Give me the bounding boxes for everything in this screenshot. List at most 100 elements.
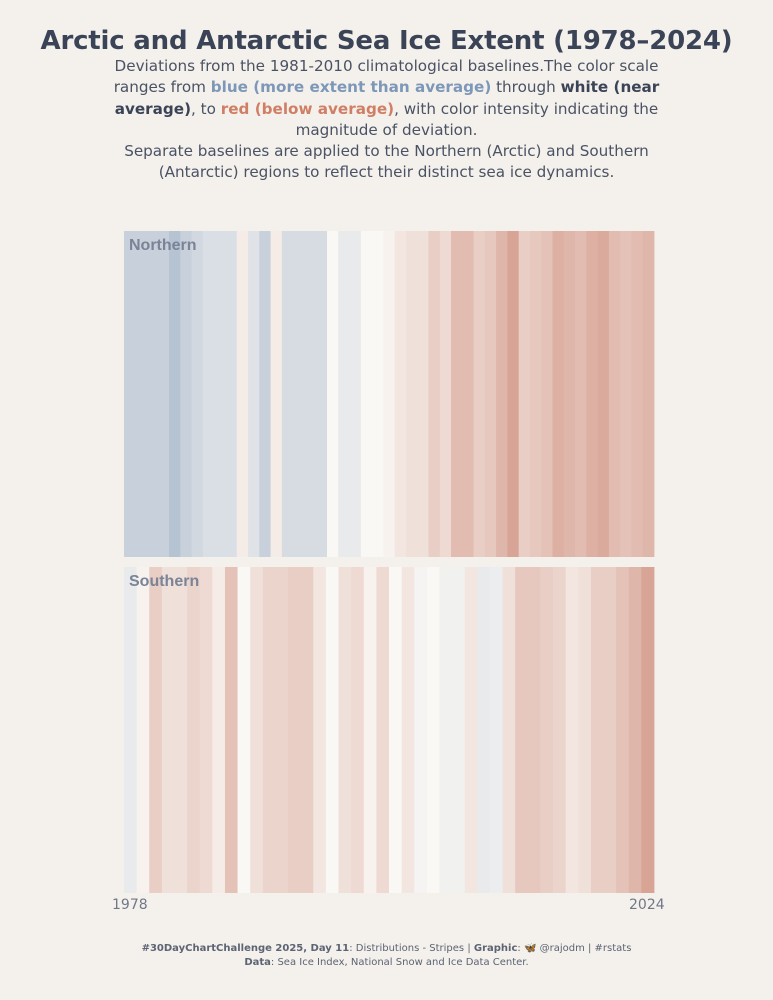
- stripe-northern-15: [293, 231, 305, 557]
- stripe-southern-20: [376, 567, 390, 893]
- stripe-southern-40: [628, 567, 642, 893]
- stripe-northern-10: [236, 231, 249, 557]
- stripe-northern-33: [496, 231, 508, 557]
- caption-text-1: : Distributions - Stripes |: [349, 943, 474, 954]
- stripe-southern-36: [578, 567, 592, 893]
- stripe-southern-1: [136, 567, 150, 893]
- stripe-northern-9: [225, 231, 238, 557]
- stripe-northern-12: [259, 231, 271, 557]
- subtitle-text-1: Deviations from the 1981-2010 climatolog…: [113, 57, 659, 97]
- stripe-southern-5: [187, 567, 201, 893]
- stripe-southern-6: [199, 567, 213, 893]
- stripe-southern-33: [540, 567, 554, 893]
- caption-text-2: : 🦋 @rajodm | #rstats: [517, 943, 632, 954]
- stripe-southern-0: [124, 567, 138, 893]
- stripe-southern-16: [325, 567, 339, 893]
- stripe-northern-4: [169, 231, 181, 557]
- stripe-southern-27: [464, 567, 478, 893]
- stripe-northern-44: [620, 231, 632, 557]
- stripe-northern-14: [281, 231, 294, 557]
- stripe-southern-24: [426, 567, 440, 893]
- subtitle-red-label: red (below average): [220, 99, 395, 118]
- stripe-southern-37: [590, 567, 604, 893]
- subtitle-text-2: through: [491, 78, 561, 97]
- stripe-southern-22: [401, 567, 415, 893]
- stripe-southern-2: [149, 567, 163, 893]
- caption-graphic-label: Graphic: [473, 943, 518, 954]
- stripe-southern-4: [174, 567, 188, 893]
- stripe-northern-28: [439, 231, 452, 557]
- stripe-southern-31: [515, 567, 529, 893]
- stripe-northern-2: [146, 231, 159, 557]
- stripe-southern-38: [603, 567, 617, 893]
- stripe-northern-31: [473, 231, 486, 557]
- stripe-northern-27: [428, 231, 441, 557]
- stripe-northern-17: [315, 231, 328, 557]
- chart-title: Arctic and Antarctic Sea Ice Extent (197…: [40, 26, 733, 56]
- stripe-southern-12: [275, 567, 289, 893]
- stripe-northern-32: [484, 231, 497, 557]
- subtitle-white-label: white (near average): [114, 78, 660, 118]
- stripe-northern-25: [405, 231, 418, 557]
- stripe-northern-41: [586, 231, 599, 557]
- stripe-northern-29: [451, 231, 463, 557]
- stripe-northern-5: [180, 231, 193, 557]
- stripe-northern-40: [575, 231, 587, 557]
- stripe-southern-29: [489, 567, 503, 893]
- stripe-northern-11: [248, 231, 260, 557]
- x-tick-end: 2024: [629, 897, 665, 913]
- stripe-northern-24: [394, 231, 407, 557]
- stripe-southern-7: [212, 567, 226, 893]
- subtitle-text-3: , to: [191, 99, 221, 118]
- stripe-northern-3: [157, 231, 170, 557]
- stripe-northern-36: [529, 231, 542, 557]
- panel-label-southern: Southern: [129, 573, 199, 590]
- stripe-northern-1: [135, 231, 147, 557]
- panel-label-northern: Northern: [129, 237, 197, 254]
- stripe-northern-22: [372, 231, 384, 557]
- stripe-southern-30: [502, 567, 516, 893]
- stripe-southern-13: [288, 567, 302, 893]
- stripe-southern-3: [161, 567, 175, 893]
- stripe-northern-6: [191, 231, 204, 557]
- caption-data-source: : Sea Ice Index, National Snow and Ice D…: [270, 957, 529, 968]
- stripe-southern-9: [237, 567, 251, 893]
- stripe-southern-10: [250, 567, 264, 893]
- stripe-northern-26: [417, 231, 429, 557]
- subtitle-blue-label: blue (more extent than average): [210, 78, 492, 97]
- stripe-northern-37: [541, 231, 553, 557]
- stripe-southern-39: [616, 567, 630, 893]
- caption-data-label: Data: [244, 957, 271, 968]
- stripe-northern-16: [304, 231, 317, 557]
- stripe-southern-23: [414, 567, 428, 893]
- stripe-northern-18: [326, 231, 339, 557]
- stripe-southern-28: [477, 567, 491, 893]
- stripe-southern-25: [439, 567, 453, 893]
- stripe-northern-34: [507, 231, 520, 557]
- stripe-northern-43: [608, 231, 621, 557]
- caption-challenge: #30DayChartChallenge 2025, Day 11: [141, 943, 350, 954]
- stripe-northern-0: [124, 231, 136, 557]
- subtitle-text-4: , with color intensity indicating the ma…: [295, 99, 659, 139]
- stripe-northern-38: [552, 231, 565, 557]
- stripe-northern-13: [270, 231, 283, 557]
- stripe-northern-46: [642, 231, 655, 557]
- stripe-southern-21: [389, 567, 403, 893]
- stripe-southern-14: [300, 567, 314, 893]
- stripe-northern-42: [597, 231, 610, 557]
- stripe-southern-34: [553, 567, 567, 893]
- stripe-northern-19: [338, 231, 350, 557]
- chart-subtitle: Deviations from the 1981-2010 climatolog…: [96, 56, 677, 184]
- stripe-northern-8: [214, 231, 226, 557]
- stripe-northern-7: [202, 231, 215, 557]
- stripe-northern-23: [383, 231, 396, 557]
- stripe-southern-26: [452, 567, 466, 893]
- stripe-southern-15: [313, 567, 327, 893]
- stripe-southern-11: [262, 567, 276, 893]
- stripe-northern-30: [462, 231, 474, 557]
- x-tick-start: 1978: [112, 897, 148, 913]
- stripe-southern-19: [363, 567, 377, 893]
- stripe-northern-20: [349, 231, 362, 557]
- stripe-northern-45: [631, 231, 644, 557]
